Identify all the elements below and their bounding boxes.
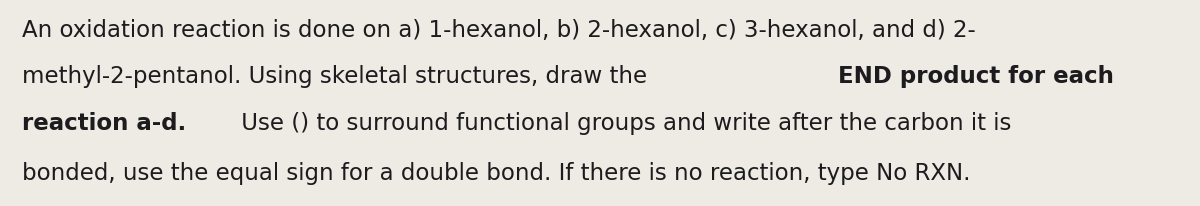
Text: reaction a-d.: reaction a-d. (22, 112, 186, 135)
Text: Use () to surround functional groups and write after the carbon it is: Use () to surround functional groups and… (234, 112, 1010, 135)
Text: methyl-2-pentanol. Using skeletal structures, draw the: methyl-2-pentanol. Using skeletal struct… (22, 64, 654, 87)
Text: END product for each: END product for each (838, 64, 1114, 87)
Text: An oxidation reaction is done on a) 1-hexanol, b) 2-hexanol, c) 3-hexanol, and d: An oxidation reaction is done on a) 1-he… (22, 19, 976, 42)
Text: bonded, use the equal sign for a double bond. If there is no reaction, type No R: bonded, use the equal sign for a double … (22, 161, 970, 184)
